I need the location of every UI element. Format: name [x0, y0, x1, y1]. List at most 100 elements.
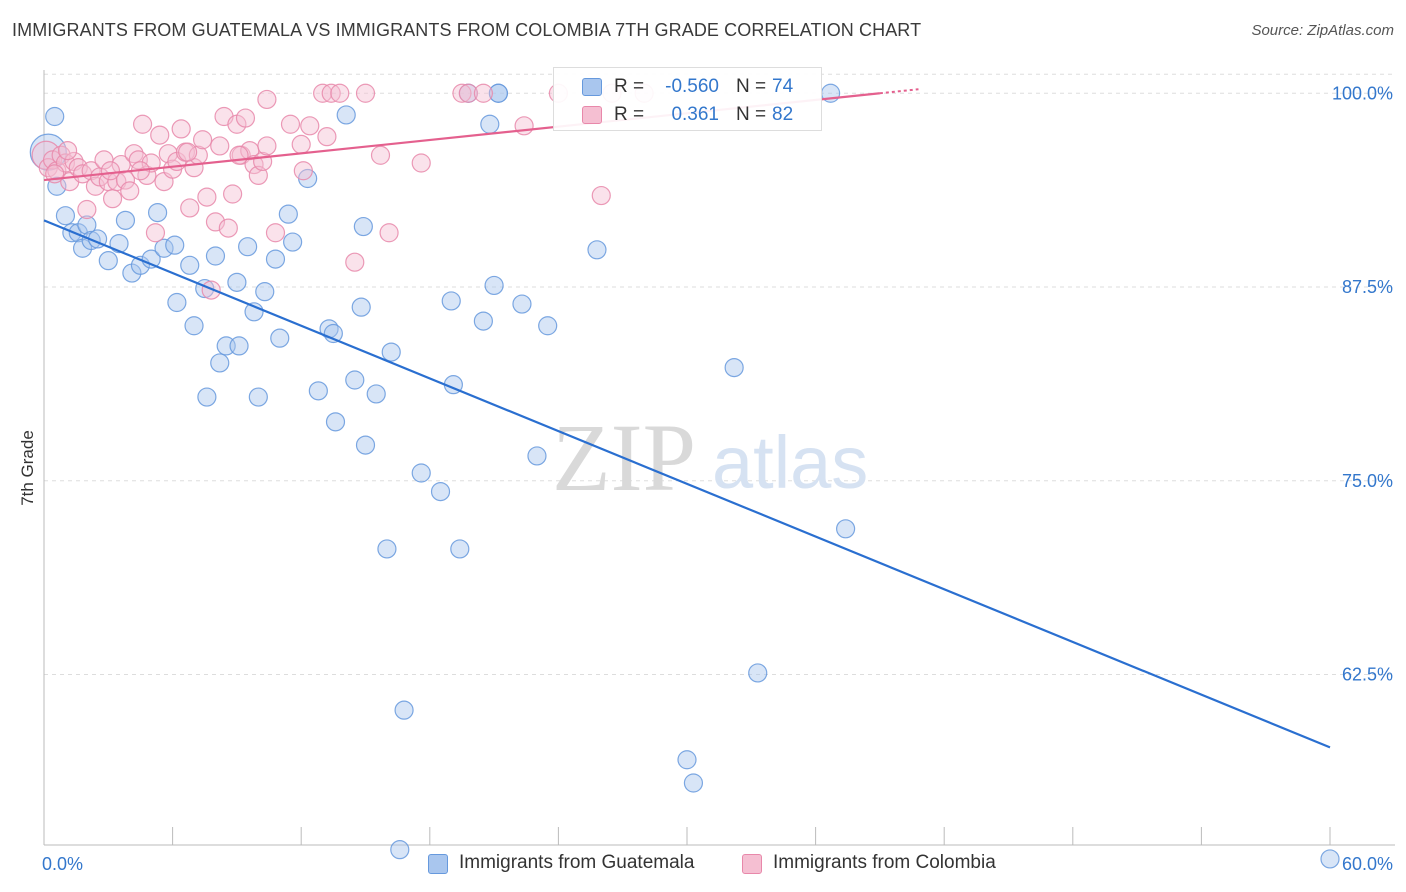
- y-axis-label: 7th Grade: [18, 430, 37, 506]
- data-point-colombia: [291, 134, 311, 154]
- data-point-guatemala: [265, 249, 286, 269]
- data-point-colombia: [178, 142, 198, 162]
- data-point-colombia: [379, 223, 399, 243]
- data-point-colombia: [145, 223, 166, 243]
- trend-line-guatemala: [43, 219, 1331, 749]
- data-points: [29, 83, 1340, 869]
- data-point-guatemala: [147, 203, 168, 223]
- source-label: Source: ZipAtlas.com: [1251, 22, 1394, 39]
- data-point-guatemala: [238, 237, 258, 257]
- data-point-guatemala: [184, 316, 204, 336]
- data-point-colombia: [317, 127, 337, 147]
- data-point-guatemala: [748, 663, 768, 683]
- data-point-guatemala: [527, 446, 547, 466]
- data-point-guatemala: [278, 204, 298, 224]
- data-point-colombia: [171, 119, 191, 139]
- data-point-colombia: [201, 280, 221, 300]
- y-tick-label: 75.0%: [1342, 471, 1393, 491]
- data-point-guatemala: [355, 435, 376, 455]
- data-point-guatemala: [411, 463, 431, 483]
- series-legend: Immigrants from Guatemala Immigrants fro…: [0, 852, 1406, 880]
- y-tick-label: 87.5%: [1342, 277, 1393, 297]
- data-point-guatemala: [587, 240, 607, 260]
- legend-r-value: 0.361: [671, 104, 719, 125]
- y-tick-label: 62.5%: [1342, 665, 1393, 685]
- legend-label-guatemala: Immigrants from Guatemala: [459, 852, 695, 873]
- data-point-guatemala: [512, 294, 532, 314]
- legend-swatch-guatemala: [582, 78, 602, 96]
- legend-n-label: N =: [736, 76, 767, 97]
- data-point-guatemala: [683, 773, 704, 793]
- legend-n-value: 74: [772, 76, 794, 97]
- data-point-guatemala: [484, 275, 504, 296]
- legend-swatch-colombia: [582, 106, 602, 124]
- data-point-guatemala: [353, 216, 373, 237]
- data-point-colombia: [57, 141, 78, 161]
- data-point-guatemala: [345, 370, 365, 390]
- data-point-guatemala: [109, 234, 129, 254]
- data-point-guatemala: [441, 291, 461, 311]
- data-point-guatemala: [227, 272, 247, 292]
- data-point-guatemala: [677, 750, 697, 770]
- data-point-colombia: [293, 161, 313, 181]
- data-point-guatemala: [229, 336, 249, 356]
- data-point-guatemala: [248, 387, 268, 407]
- data-point-colombia: [411, 153, 431, 173]
- data-point-guatemala: [336, 105, 356, 125]
- data-point-guatemala: [366, 384, 386, 404]
- x-tick-label: 0.0%: [42, 854, 83, 874]
- data-point-colombia: [355, 83, 376, 103]
- tick-labels: 62.5% 75.0% 87.5% 100.0% 0.0% 60.0%: [42, 83, 1393, 874]
- data-point-guatemala: [381, 342, 401, 362]
- data-point-colombia: [458, 83, 478, 103]
- watermark: ZIP atlas: [552, 404, 868, 511]
- data-point-colombia: [223, 184, 243, 204]
- data-point-colombia: [218, 218, 238, 238]
- data-point-guatemala: [473, 311, 493, 331]
- data-point-guatemala: [210, 353, 230, 373]
- data-point-colombia: [197, 187, 217, 207]
- axes: [43, 70, 1395, 846]
- data-point-guatemala: [480, 114, 500, 134]
- data-point-guatemala: [115, 210, 136, 230]
- data-point-guatemala: [167, 292, 187, 313]
- data-point-guatemala: [390, 840, 410, 860]
- legend-swatch-colombia: [742, 854, 762, 874]
- data-point-guatemala: [377, 539, 397, 559]
- data-point-guatemala: [77, 215, 97, 235]
- data-point-colombia: [210, 136, 230, 156]
- data-point-guatemala: [394, 700, 414, 720]
- data-point-colombia: [345, 252, 365, 272]
- data-point-colombia: [280, 114, 301, 134]
- data-point-guatemala: [165, 235, 185, 255]
- data-point-colombia: [300, 116, 320, 136]
- data-point-colombia: [265, 223, 286, 243]
- data-point-guatemala: [351, 297, 371, 317]
- data-point-colombia: [193, 130, 213, 150]
- data-point-colombia: [85, 176, 106, 196]
- legend-r-label: R =: [614, 104, 645, 125]
- data-point-guatemala: [450, 539, 470, 559]
- watermark-atlas: atlas: [712, 421, 868, 504]
- data-point-guatemala: [255, 282, 275, 302]
- x-tick-label: 60.0%: [1342, 854, 1393, 874]
- data-point-guatemala: [488, 83, 508, 103]
- data-point-guatemala: [47, 176, 67, 196]
- data-point-colombia: [257, 136, 277, 156]
- legend-row-guatemala: R = -0.560 N = 74: [554, 73, 821, 101]
- data-point-colombia: [235, 108, 256, 128]
- data-point-colombia: [132, 114, 153, 134]
- legend-r-label: R =: [614, 76, 645, 97]
- legend-label-colombia: Immigrants from Colombia: [773, 852, 996, 873]
- data-point-guatemala: [205, 246, 226, 266]
- data-point-guatemala: [724, 358, 744, 378]
- data-point-guatemala: [325, 412, 346, 432]
- data-point-colombia: [180, 198, 200, 218]
- trend-extension-colombia: [879, 88, 919, 95]
- legend-r-value: -0.560: [665, 76, 719, 97]
- data-point-guatemala: [197, 387, 217, 407]
- data-point-guatemala: [308, 381, 328, 401]
- legend-n-label: N =: [736, 104, 767, 125]
- data-point-colombia: [77, 199, 97, 220]
